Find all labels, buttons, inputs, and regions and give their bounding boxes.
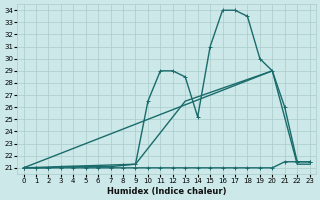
X-axis label: Humidex (Indice chaleur): Humidex (Indice chaleur) [107, 187, 226, 196]
